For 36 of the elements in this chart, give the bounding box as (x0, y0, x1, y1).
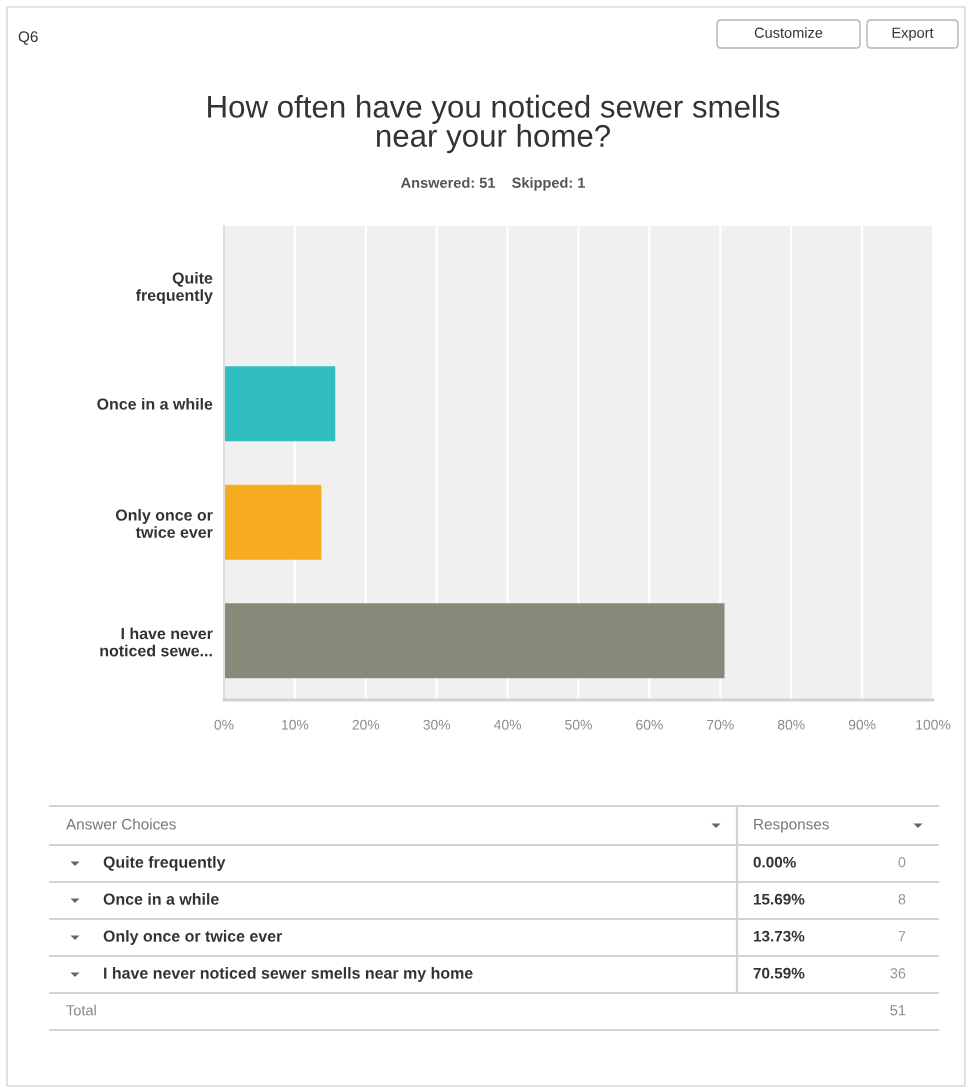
text: 13.73% (753, 930, 805, 942)
y-tick-label: Only once or twice ever (115, 509, 213, 538)
x-tick-label: 40% (494, 719, 522, 730)
text: Q6 (18, 31, 38, 45)
text: 8 (898, 894, 906, 905)
text: Export (892, 27, 934, 41)
text: 0 (898, 857, 906, 868)
y-tick-label: I have never noticed sewe... (100, 627, 213, 657)
x-tick-label: 90% (848, 719, 876, 730)
y-tick-label: Quite frequently (135, 272, 213, 305)
x-tick-label: 30% (423, 719, 451, 730)
text: 15.69% (753, 893, 805, 905)
x-tick-label: 10% (282, 719, 309, 730)
text: Answer Choices (66, 818, 176, 830)
chart-title: How often have you noticed sewer smells near your home? (208, 94, 780, 154)
text: 36 (890, 968, 906, 979)
text: Total (66, 1004, 96, 1016)
chart-subtitle: Answered: 51 Skipped: 1 (400, 177, 585, 191)
bar (224, 484, 322, 560)
x-tick-label: 20% (352, 719, 380, 730)
text: 7 (898, 931, 906, 942)
x-tick-label: 100% (916, 719, 951, 730)
x-tick-label: 80% (777, 719, 805, 730)
bar (224, 603, 725, 679)
text: 0.00% (753, 856, 796, 868)
text: Customize (754, 27, 823, 38)
x-tick-label: 60% (636, 719, 663, 730)
bar (224, 366, 336, 442)
text: 70.59% (753, 967, 805, 979)
y-tick-label: Once in a while (97, 397, 213, 410)
text: Responses (754, 818, 829, 833)
text: I have never noticed sewer smells near my home (104, 967, 473, 982)
text: 51 (890, 1005, 906, 1016)
x-tick-label: 70% (707, 719, 734, 730)
x-tick-label: 0% (214, 719, 234, 730)
x-tick-label: 50% (565, 719, 592, 730)
